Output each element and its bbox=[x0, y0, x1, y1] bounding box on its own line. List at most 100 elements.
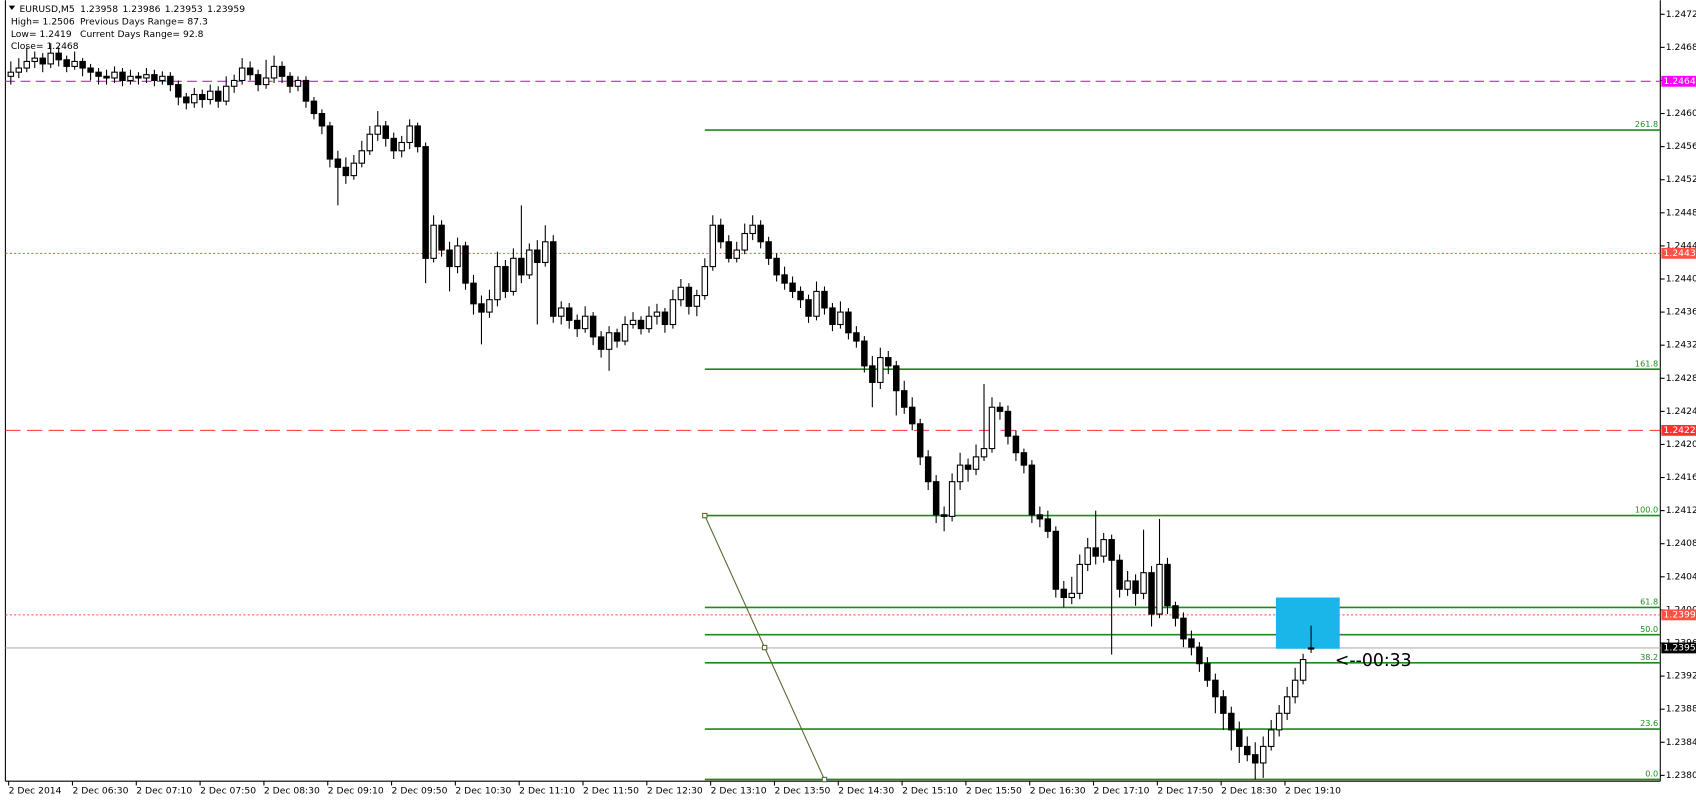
candle-body bbox=[430, 224, 437, 259]
x-tick-label: 2 Dec 12:30 bbox=[647, 785, 703, 796]
candle-body bbox=[167, 75, 174, 86]
candle-body bbox=[238, 67, 246, 81]
candle-body bbox=[446, 249, 453, 268]
candle-body bbox=[621, 323, 629, 342]
candle-body bbox=[119, 71, 126, 81]
candle-body bbox=[206, 90, 214, 101]
candle-body bbox=[406, 125, 413, 144]
candle-body bbox=[422, 146, 429, 259]
candle-body bbox=[1060, 588, 1068, 599]
candle-body bbox=[669, 299, 677, 326]
candle-body bbox=[1084, 547, 1091, 565]
candle-body bbox=[709, 224, 717, 268]
x-tick-label: 2 Dec 13:50 bbox=[774, 785, 830, 796]
candle-body bbox=[254, 74, 262, 86]
candle-body bbox=[135, 75, 142, 79]
candle-body bbox=[741, 232, 748, 251]
candle-body bbox=[318, 113, 326, 127]
candle-body bbox=[127, 75, 134, 81]
candle-body bbox=[645, 315, 653, 330]
candle-body bbox=[1212, 679, 1219, 698]
y-tick-label: 1.24245 bbox=[1666, 406, 1696, 417]
y-tick-label: 1.24525 bbox=[1666, 174, 1696, 185]
y-tick-label: 1.24605 bbox=[1666, 108, 1696, 119]
candle-body bbox=[605, 332, 613, 350]
candle-body bbox=[964, 464, 972, 470]
y-tick-label: 1.24165 bbox=[1666, 472, 1696, 483]
candle-body bbox=[350, 162, 358, 177]
candle-body bbox=[869, 365, 876, 383]
candle-body bbox=[1196, 646, 1203, 665]
header-open: 1.23958 bbox=[80, 3, 118, 14]
candle-body bbox=[797, 290, 804, 301]
candle-body bbox=[1188, 638, 1195, 648]
x-tick-label: 2 Dec 17:50 bbox=[1157, 785, 1213, 796]
candle-body bbox=[7, 71, 15, 77]
candle-body bbox=[1172, 605, 1179, 619]
x-tick-label: 2 Dec 09:50 bbox=[392, 785, 448, 796]
candle-body bbox=[581, 315, 589, 330]
candle-body bbox=[526, 249, 533, 276]
price-level-tag bbox=[1661, 247, 1696, 259]
candle-body bbox=[31, 57, 38, 62]
candle-body bbox=[980, 448, 988, 458]
x-tick-label: 2 Dec 11:10 bbox=[519, 785, 575, 796]
candle-body bbox=[1044, 518, 1052, 532]
candle-body bbox=[63, 59, 70, 67]
candle-body bbox=[901, 390, 908, 408]
y-tick-label: 1.24085 bbox=[1666, 538, 1696, 549]
candle-body bbox=[1148, 572, 1155, 615]
candle-body bbox=[661, 311, 669, 326]
x-tick-label: 2 Dec 11:50 bbox=[583, 785, 639, 796]
collapse-arrow[interactable] bbox=[8, 5, 16, 10]
candle-body bbox=[1283, 696, 1291, 714]
candle-body bbox=[1275, 712, 1283, 731]
candle-body bbox=[1156, 563, 1163, 615]
x-tick-label: 2 Dec 18:30 bbox=[1221, 785, 1277, 796]
candle-body bbox=[837, 311, 844, 326]
candle-body bbox=[470, 282, 477, 305]
x-tick-label: 2 Dec 06:30 bbox=[72, 785, 128, 796]
candle-body bbox=[191, 93, 198, 104]
candle-body bbox=[1228, 712, 1235, 731]
x-tick-label: 2 Dec 14:30 bbox=[838, 785, 894, 796]
y-tick-label: 1.24405 bbox=[1666, 274, 1696, 285]
x-tick-label: 2 Dec 07:50 bbox=[200, 785, 256, 796]
candle-body bbox=[1220, 696, 1227, 714]
candle-body bbox=[1251, 754, 1259, 764]
candle-body bbox=[414, 125, 421, 148]
candle-body bbox=[87, 67, 94, 73]
fib-label: 100.0 bbox=[1635, 505, 1658, 515]
candle-body bbox=[1092, 547, 1099, 557]
price-level-label: 1.24222 bbox=[1664, 425, 1696, 436]
candle-body bbox=[773, 257, 780, 276]
candle-body bbox=[629, 319, 637, 326]
x-tick-label: 2 Dec 07:10 bbox=[136, 785, 192, 796]
candle-body bbox=[893, 365, 900, 392]
candle-body bbox=[693, 295, 701, 307]
candle-body bbox=[829, 307, 836, 326]
candle-body bbox=[845, 311, 852, 334]
candle-body bbox=[534, 249, 541, 263]
candle-body bbox=[79, 60, 86, 69]
candle-body bbox=[1028, 464, 1036, 516]
candle-body bbox=[438, 224, 445, 251]
candle-body bbox=[1132, 580, 1139, 594]
candle-body bbox=[246, 67, 254, 76]
y-tick-label: 1.24325 bbox=[1666, 340, 1696, 351]
candle-body bbox=[1012, 435, 1020, 454]
price-level-tag bbox=[1661, 609, 1696, 621]
candle-body bbox=[222, 85, 230, 102]
candle-body bbox=[924, 456, 932, 483]
candle-body bbox=[103, 75, 110, 79]
candle-body bbox=[262, 77, 270, 86]
candle-body bbox=[15, 67, 23, 73]
y-tick-label: 1.23925 bbox=[1666, 671, 1696, 682]
candle-body bbox=[637, 319, 645, 330]
candle-body bbox=[286, 75, 294, 87]
candle-body bbox=[230, 79, 238, 87]
fib-label: 161.8 bbox=[1635, 358, 1658, 368]
candle-body bbox=[342, 166, 350, 177]
